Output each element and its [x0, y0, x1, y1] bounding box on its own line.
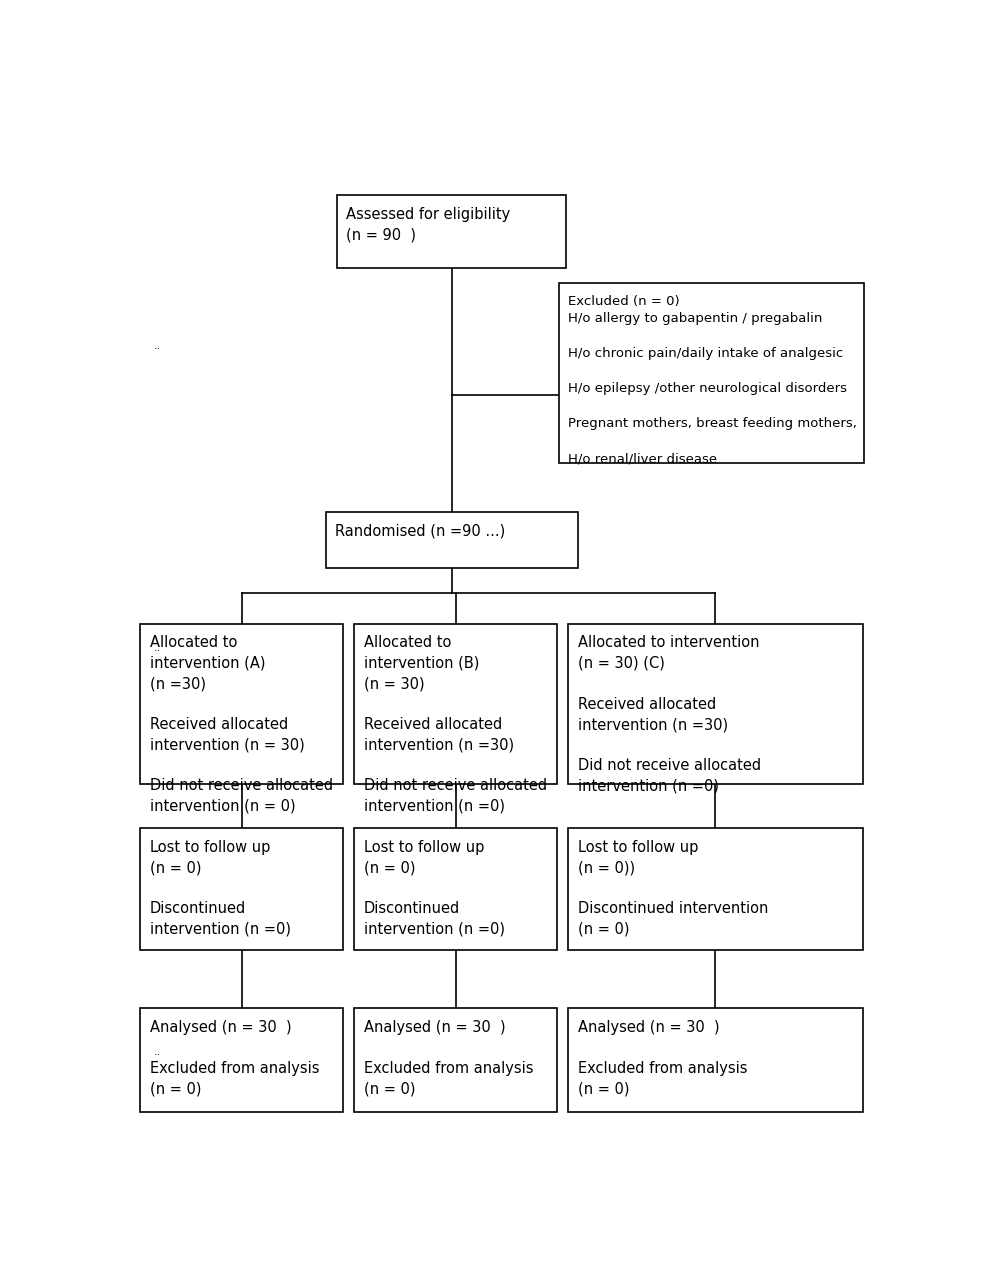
Text: ..: ..	[154, 643, 161, 653]
Text: Assessed for eligibility
(n = 90  ): Assessed for eligibility (n = 90 )	[346, 207, 511, 243]
Bar	[325, 512, 578, 569]
Text: Lost to follow up
(n = 0)

Discontinued
intervention (n =0): Lost to follow up (n = 0) Discontinued i…	[364, 839, 505, 937]
Bar	[559, 283, 865, 463]
Text: Analysed (n = 30  )

Excluded from analysis
(n = 0): Analysed (n = 30 ) Excluded from analysi…	[364, 1020, 533, 1096]
Text: Analysed (n = 30  )

Excluded from analysis
(n = 0): Analysed (n = 30 ) Excluded from analysi…	[150, 1020, 319, 1096]
Text: Excluded (n = 0)
H/o allergy to gabapentin / pregabalin

H/o chronic pain/daily : Excluded (n = 0) H/o allergy to gabapent…	[568, 295, 857, 465]
Bar	[568, 828, 863, 949]
Bar	[568, 1009, 863, 1112]
Text: Randomised (n =90 ...): Randomised (n =90 ...)	[335, 523, 505, 538]
Bar	[337, 196, 566, 268]
Text: Allocated to intervention
(n = 30) (C)

Received allocated
intervention (n =30)
: Allocated to intervention (n = 30) (C) R…	[578, 636, 760, 794]
Bar	[140, 828, 343, 949]
Bar	[568, 623, 863, 784]
Text: ..: ..	[154, 341, 161, 351]
Text: ..: ..	[154, 843, 161, 853]
Text: Allocated to
intervention (B)
(n = 30)

Received allocated
intervention (n =30)
: Allocated to intervention (B) (n = 30) R…	[364, 636, 546, 814]
Text: Lost to follow up
(n = 0)

Discontinued
intervention (n =0): Lost to follow up (n = 0) Discontinued i…	[150, 839, 291, 937]
Bar	[354, 828, 557, 949]
Bar	[140, 1009, 343, 1112]
Bar	[354, 1009, 557, 1112]
Text: Analysed (n = 30  )

Excluded from analysis
(n = 0): Analysed (n = 30 ) Excluded from analysi…	[578, 1020, 747, 1096]
Text: ..: ..	[154, 1047, 161, 1057]
Bar	[354, 623, 557, 784]
Text: Lost to follow up
(n = 0))

Discontinued intervention
(n = 0): Lost to follow up (n = 0)) Discontinued …	[578, 839, 768, 937]
Text: Allocated to
intervention (A)
(n =30)

Received allocated
intervention (n = 30)
: Allocated to intervention (A) (n =30) Re…	[150, 636, 332, 814]
Bar	[140, 623, 343, 784]
